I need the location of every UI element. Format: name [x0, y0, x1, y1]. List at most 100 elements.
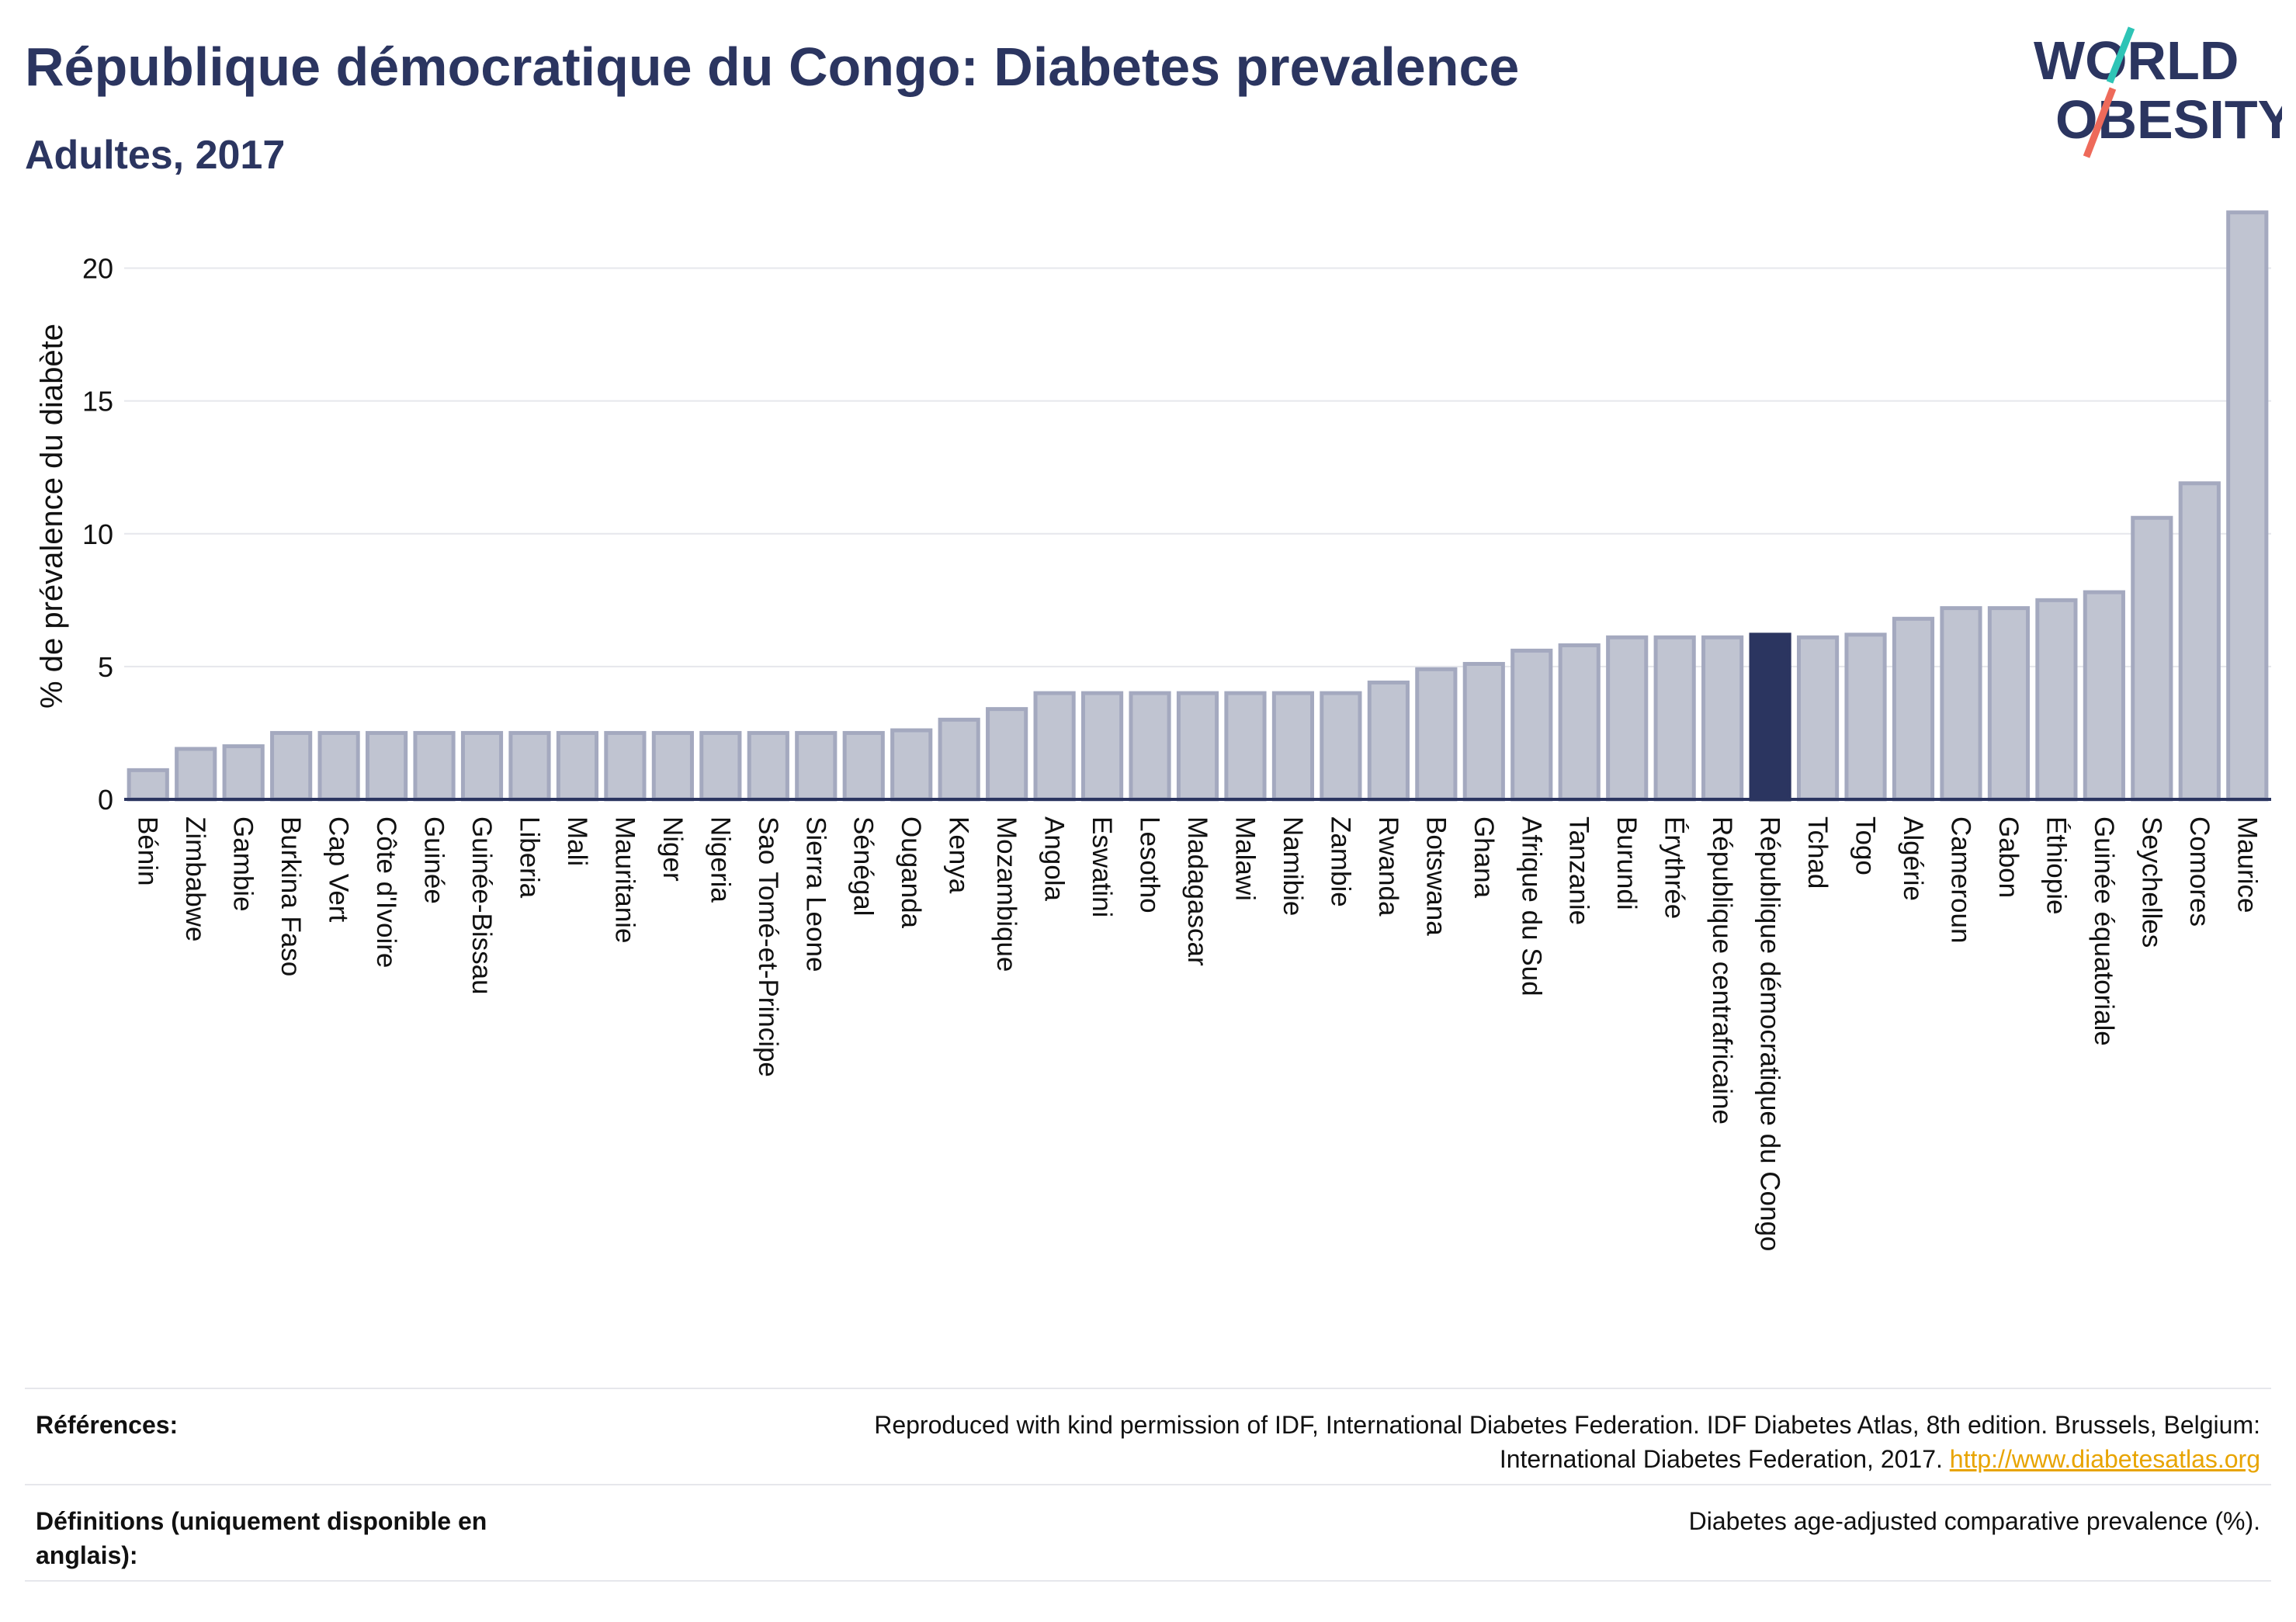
bar[interactable] — [508, 730, 551, 802]
y-tick-label: 0 — [98, 784, 113, 816]
bar[interactable] — [842, 730, 885, 802]
bar-highlighted[interactable] — [1749, 633, 1791, 802]
tick-layer: 0 5 10 15 20 Bénin Zimbabwe Gambie Burkina Faso C… — [82, 253, 2262, 1252]
bar[interactable] — [1510, 648, 1553, 802]
bar[interactable] — [2035, 598, 2078, 802]
references-line-1: Reproduced with kind permission of IDF, … — [874, 1411, 2260, 1439]
bar[interactable] — [413, 730, 456, 802]
x-tick-label: Bénin — [133, 816, 163, 886]
x-tick-label: Ghana — [1469, 816, 1499, 899]
x-tick-label: Éthiopie — [2041, 816, 2071, 914]
x-tick-label: Liberia — [514, 816, 544, 899]
x-tick-label: Algérie — [1898, 816, 1928, 901]
definitions-text: Diabetes age-adjusted comparative preval… — [1688, 1507, 2260, 1535]
x-tick-label: Sierra Leone — [800, 816, 831, 972]
definitions-label-line-2: anglais): — [36, 1541, 138, 1569]
bar[interactable] — [2083, 590, 2125, 802]
chart-title: République démocratique du Congo: Diabet… — [25, 36, 1520, 97]
x-tick-label: Rwanda — [1373, 816, 1403, 917]
x-tick-label: Mauritanie — [609, 816, 640, 943]
bar[interactable] — [460, 730, 504, 802]
logo-line-1: WORLD — [2034, 30, 2239, 91]
bar[interactable] — [1701, 635, 1744, 802]
references-text: Reproduced with kind permission of IDF, … — [874, 1408, 2260, 1476]
world-obesity-logo: WORLD OBESITY — [2034, 26, 2282, 158]
x-tick-label: Niger — [657, 816, 688, 882]
x-tick-label: Namibie — [1278, 816, 1308, 916]
bar[interactable] — [127, 768, 169, 802]
bar[interactable] — [651, 730, 694, 802]
x-tick-label: Sénégal — [848, 816, 879, 916]
bar[interactable] — [317, 730, 360, 802]
x-tick-label: Eswatini — [1087, 816, 1117, 917]
bar[interactable] — [556, 730, 599, 802]
bar[interactable] — [1844, 633, 1887, 802]
references-line-2: International Diabetes Federation, 2017.… — [874, 1442, 2260, 1476]
references-label: Références: — [36, 1411, 179, 1439]
bar[interactable] — [604, 730, 647, 802]
x-tick-label: Togo — [1850, 816, 1881, 875]
bar[interactable] — [1176, 691, 1219, 802]
bar[interactable] — [2131, 515, 2173, 802]
x-tick-label: Mozambique — [991, 816, 1021, 972]
bar[interactable] — [1796, 635, 1840, 802]
y-tick-label: 10 — [82, 518, 113, 550]
x-tick-label: Burundi — [1611, 816, 1642, 910]
bar[interactable] — [1271, 691, 1315, 802]
bar[interactable] — [1224, 691, 1267, 802]
footer-divider-bottom — [25, 1580, 2271, 1582]
bar[interactable] — [1033, 691, 1076, 802]
logo-slash-coral — [2083, 87, 2117, 158]
bar[interactable] — [1129, 691, 1171, 802]
x-tick-label: Angola — [1039, 816, 1070, 902]
x-tick-label: Cameroun — [1945, 816, 1975, 943]
bar[interactable] — [2178, 481, 2221, 802]
logo-slash-teal — [2106, 26, 2135, 84]
bar-layer — [124, 210, 2271, 802]
x-tick-label: Gabon — [1993, 816, 2024, 898]
x-tick-label: Guinée-Bissau — [466, 816, 497, 995]
y-axis-label: % de prévalence du diabète — [35, 324, 69, 709]
x-tick-label: Tanzanie — [1564, 816, 1594, 925]
x-tick-label: Ouganda — [896, 816, 926, 929]
x-tick-label: Gambie — [228, 816, 258, 912]
x-tick-label: Sao Tomé-et-Principe — [753, 816, 783, 1077]
x-tick-label: Madagascar — [1182, 816, 1212, 966]
x-tick-label: Mali — [562, 816, 592, 866]
x-tick-label: Tchad — [1802, 816, 1833, 889]
bar[interactable] — [270, 730, 313, 802]
bar[interactable] — [365, 730, 408, 802]
bar[interactable] — [1320, 691, 1362, 802]
bar[interactable] — [175, 747, 217, 802]
bar[interactable] — [1892, 616, 1935, 802]
bar[interactable] — [890, 728, 933, 802]
bar[interactable] — [986, 707, 1028, 802]
x-tick-label: Côte d'Ivoire — [371, 816, 401, 968]
x-tick-label: Seychelles — [2136, 816, 2166, 948]
bar[interactable] — [222, 744, 265, 802]
bar[interactable] — [1080, 691, 1124, 802]
x-tick-label: Zambie — [1325, 816, 1355, 907]
bar[interactable] — [699, 730, 742, 802]
bar[interactable] — [1558, 643, 1601, 802]
bar[interactable] — [1462, 661, 1505, 802]
bar[interactable] — [747, 730, 789, 802]
x-tick-label: Burkina Faso — [276, 816, 306, 976]
bar[interactable] — [1653, 635, 1696, 802]
bar[interactable] — [1940, 606, 1982, 802]
bar[interactable] — [1606, 635, 1649, 802]
x-tick-label: Guinée équatoriale — [2089, 816, 2119, 1046]
bar[interactable] — [1415, 667, 1458, 802]
bar[interactable] — [938, 717, 980, 802]
x-tick-label: Afrique du Sud — [1516, 816, 1546, 996]
x-tick-label: Malawi — [1230, 816, 1260, 901]
x-tick-label: Comores — [2184, 816, 2214, 927]
bar[interactable] — [1987, 606, 2031, 802]
bar[interactable] — [1367, 680, 1410, 802]
x-tick-label: Kenya — [944, 816, 974, 894]
references-link[interactable]: http://www.diabetesatlas.org — [1949, 1445, 2260, 1473]
x-tick-label: Cap Vert — [324, 816, 354, 922]
bar[interactable] — [795, 730, 838, 802]
x-tick-label: République démocratique du Congo — [1755, 816, 1785, 1251]
bar[interactable] — [2226, 210, 2269, 802]
